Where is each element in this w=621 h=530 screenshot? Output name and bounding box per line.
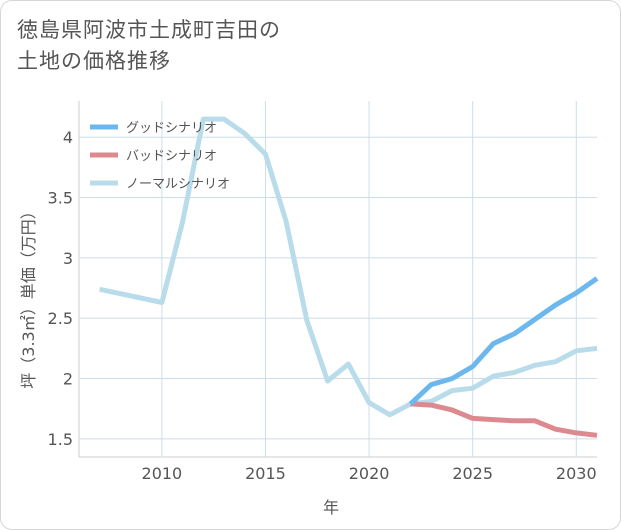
x-tick-label: 2025	[452, 464, 493, 483]
y-tick-label: 2	[63, 370, 73, 389]
x-tick-label: 2030	[556, 464, 597, 483]
x-axis-label: 年	[323, 498, 339, 517]
series-line-0	[408, 276, 599, 406]
x-tick-label: 2010	[142, 464, 183, 483]
series-layer	[99, 116, 599, 438]
y-tick-label: 4	[63, 128, 73, 147]
legend-label: グッドシナリオ	[126, 121, 217, 136]
legend-label: バッドシナリオ	[126, 149, 217, 164]
y-tick-label: 1.5	[48, 430, 73, 449]
series-line-1	[410, 401, 598, 438]
y-tick-label: 3	[63, 249, 73, 268]
chart-title: 徳島県阿波市土成町吉田の 土地の価格推移	[17, 15, 417, 77]
chart-title-line1: 徳島県阿波市土成町吉田の	[17, 18, 281, 42]
y-axis-label: 坪（3.3㎡）単価（万円）	[19, 203, 38, 388]
chart-title-line2: 土地の価格推移	[17, 49, 171, 73]
y-tick-label: 3.5	[48, 189, 73, 208]
x-tick-labels: 2010 2015 2020 2025 2030	[142, 464, 597, 483]
series-line-2	[99, 116, 598, 418]
x-tick-label: 2015	[245, 464, 286, 483]
x-tick-label: 2020	[349, 464, 390, 483]
y-tick-label: 2.5	[48, 309, 73, 328]
legend-label: ノーマルシナリオ	[126, 177, 230, 192]
y-tick-labels: 1.5 2 2.5 3 3.5 4	[48, 128, 73, 449]
